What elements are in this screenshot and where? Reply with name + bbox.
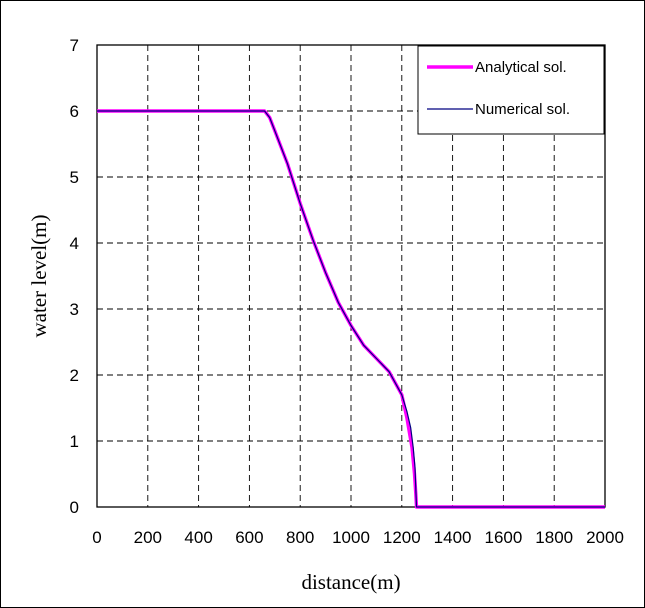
x-tick-labels: 0 200 400 600 800 1000 1200 1400 1600 1800 2000 bbox=[92, 528, 624, 547]
y-tick-label: 3 bbox=[70, 300, 79, 319]
y-tick-label: 2 bbox=[70, 366, 79, 385]
x-tick-label: 1400 bbox=[434, 528, 472, 547]
x-tick-label: 1000 bbox=[332, 528, 370, 547]
y-tick-label: 1 bbox=[70, 432, 79, 451]
y-tick-labels: 0 1 2 3 4 5 6 7 bbox=[70, 36, 79, 517]
x-tick-label: 0 bbox=[92, 528, 101, 547]
x-axis-title: distance(m) bbox=[301, 570, 400, 594]
x-tick-label: 1600 bbox=[484, 528, 522, 547]
x-tick-label: 800 bbox=[286, 528, 314, 547]
x-tick-label: 1200 bbox=[383, 528, 421, 547]
legend-label-numerical: Numerical sol. bbox=[475, 101, 570, 118]
x-tick-label: 600 bbox=[235, 528, 263, 547]
legend-label-analytical: Analytical sol. bbox=[475, 59, 567, 76]
series-lines bbox=[97, 109, 605, 509]
y-tick-label: 4 bbox=[70, 234, 79, 253]
legend: Analytical sol. Numerical sol. bbox=[417, 45, 605, 135]
y-tick-label: 7 bbox=[70, 36, 79, 55]
x-tick-label: 200 bbox=[134, 528, 162, 547]
legend-box bbox=[417, 45, 605, 135]
y-tick-label: 6 bbox=[70, 102, 79, 121]
y-tick-label: 0 bbox=[70, 498, 79, 517]
plot-area bbox=[96, 44, 606, 508]
y-axis-title: water level(m) bbox=[27, 214, 51, 337]
x-tick-label: 400 bbox=[184, 528, 212, 547]
y-tick-label: 5 bbox=[70, 168, 79, 187]
x-tick-label: 1800 bbox=[535, 528, 573, 547]
x-tick-label: 2000 bbox=[586, 528, 624, 547]
series-line-numerical bbox=[97, 110, 605, 508]
